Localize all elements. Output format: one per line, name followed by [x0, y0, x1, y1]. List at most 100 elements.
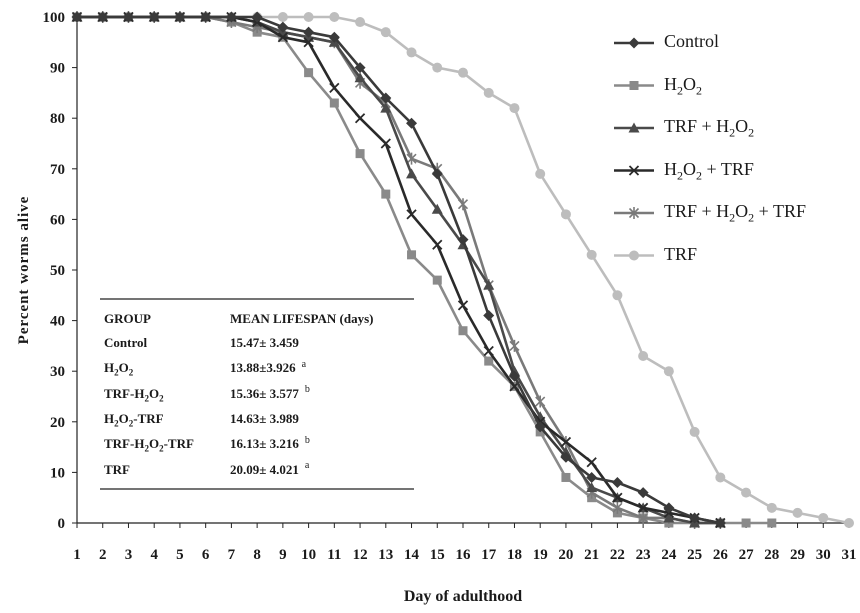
data-point — [560, 209, 571, 220]
data-point — [251, 11, 263, 23]
x-tick-label: 22 — [610, 547, 625, 563]
data-point — [355, 149, 365, 159]
legend-marker — [628, 37, 640, 49]
legend-label: H2O2 + TRF — [664, 158, 754, 183]
x-tick-label: 2 — [99, 547, 107, 563]
y-tick-label: 80 — [50, 111, 65, 127]
legend-label-text: H2O2 + TRF — [664, 158, 754, 183]
data-point — [406, 47, 417, 58]
y-tick-label: 30 — [50, 364, 65, 380]
table-cell-lifespan-text: 15.47± 3.459 — [230, 335, 299, 350]
x-tick-label: 3 — [125, 547, 133, 563]
x-tick-label: 6 — [202, 547, 210, 563]
data-point — [354, 113, 366, 124]
y-tick-label: 90 — [50, 61, 65, 77]
table-cell-group: TRF-H2O2-TRF — [104, 436, 194, 454]
table-cell-group: H2O2 — [104, 360, 134, 378]
data-point — [407, 250, 417, 260]
x-tick-label: 28 — [764, 547, 779, 563]
table-cell-lifespan: 20.09± 4.021 a — [230, 460, 310, 477]
legend-label: TRF — [664, 244, 697, 264]
legend-item: H2O2 — [614, 73, 702, 98]
data-point — [432, 62, 443, 73]
legend-marker — [628, 165, 640, 176]
x-tick-label: 31 — [842, 547, 857, 563]
table-cell-group-text: H2O2-TRF — [104, 410, 164, 429]
table-cell-group-text: TRF — [104, 461, 130, 477]
data-point — [509, 339, 520, 352]
data-point — [380, 92, 392, 104]
table-cell-lifespan-text: 20.09± 4.021 a — [230, 460, 310, 477]
data-point — [303, 26, 315, 38]
data-point — [792, 507, 803, 518]
x-tick-label: 16 — [456, 547, 472, 563]
legend-label-text: H2O2 — [664, 73, 702, 98]
data-point — [277, 32, 289, 43]
x-tick-label: 29 — [790, 547, 805, 563]
legend-marker — [628, 207, 640, 219]
table-cell-lifespan: 15.36± 3.577 b — [230, 385, 310, 401]
x-tick-label: 5 — [176, 547, 184, 563]
data-point — [560, 436, 572, 448]
data-point — [329, 82, 340, 93]
data-point — [304, 68, 314, 78]
data-point — [663, 366, 674, 377]
data-point — [766, 502, 777, 513]
x-tick-label: 23 — [636, 547, 651, 563]
data-point — [380, 102, 392, 113]
table-cell-group: TRF-H2O2 — [104, 386, 164, 403]
table-header-group-text: GROUP — [104, 311, 151, 326]
legend-marker — [629, 250, 639, 261]
data-point — [741, 518, 751, 528]
data-point — [663, 502, 675, 514]
x-tick-label: 19 — [533, 547, 548, 563]
x-tick-label: 20 — [558, 547, 573, 563]
data-point — [432, 275, 442, 285]
x-axis-title: Day of adulthood — [404, 588, 522, 605]
x-tick-label: 24 — [661, 547, 677, 563]
legend-item: TRF + H2O2 + TRF — [614, 201, 806, 224]
data-point — [148, 11, 160, 23]
legend-label: H2O2 — [664, 73, 702, 98]
table-cell-lifespan: 15.47± 3.459 — [230, 335, 299, 350]
table-cell-group: TRF — [104, 461, 130, 477]
data-point — [122, 11, 134, 23]
data-point — [303, 12, 314, 22]
data-point — [200, 11, 212, 23]
table-cell-lifespan-text: 13.88±3.926 a — [230, 358, 307, 376]
table-cell-group-text: H2O2 — [104, 360, 134, 378]
legend-label: TRF + H2O2 — [664, 116, 754, 139]
data-point — [431, 168, 443, 180]
legend-label: TRF + H2O2 + TRF — [664, 201, 806, 224]
data-point — [714, 517, 726, 529]
x-tick-label: 7 — [228, 547, 236, 563]
data-point — [535, 395, 546, 408]
data-point — [354, 62, 366, 74]
data-point — [483, 310, 495, 322]
data-point — [329, 98, 339, 108]
x-tick-label: 26 — [713, 547, 729, 563]
data-point — [406, 152, 417, 165]
data-point — [71, 11, 83, 23]
data-point — [483, 87, 494, 98]
x-tick-label: 10 — [301, 547, 316, 563]
data-point — [586, 249, 597, 260]
y-axis-title: Percent worms alive — [16, 196, 32, 345]
x-tick-label: 25 — [687, 547, 702, 563]
data-point — [561, 472, 571, 482]
legend-marker — [628, 122, 640, 133]
data-point — [844, 518, 854, 528]
data-point — [535, 168, 546, 179]
data-point — [663, 512, 675, 523]
data-point — [534, 421, 546, 433]
table-cell-group-text: TRF-H2O2-TRF — [104, 436, 194, 454]
data-point — [303, 37, 314, 48]
data-point — [406, 168, 418, 179]
data-point — [586, 471, 598, 483]
data-point — [586, 482, 598, 493]
x-tick-label: 13 — [378, 547, 393, 563]
data-point — [355, 17, 366, 28]
y-tick-label: 70 — [50, 162, 65, 178]
y-tick-label: 0 — [58, 516, 66, 532]
